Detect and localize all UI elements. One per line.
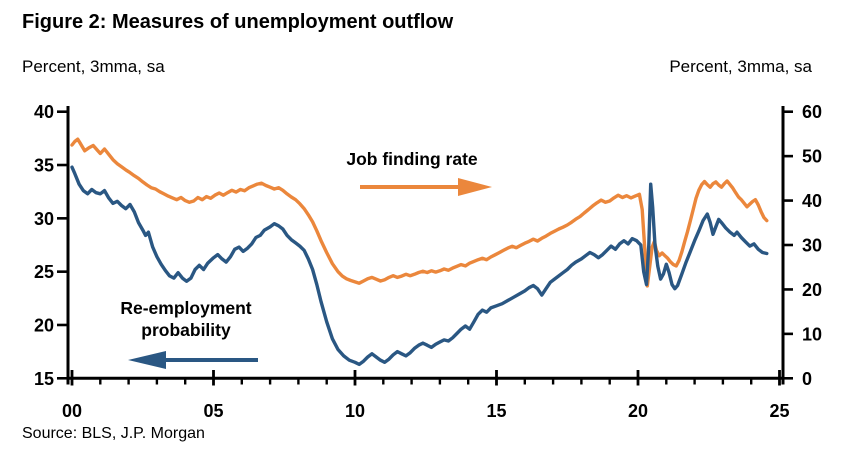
x-axis-tick-label: 00 [62,401,82,421]
right-axis-caption: Percent, 3mma, sa [669,57,812,76]
x-axis-tick-label: 10 [345,401,365,421]
job-finding-rate-label: Job finding rate [346,149,478,169]
axis-ticks [57,110,793,386]
right-axis-tick-label: 60 [802,102,822,122]
x-axis-tick-label: 25 [769,401,789,421]
re-employment-label-line1: Re-employment [120,298,252,318]
series-line-re-employment-probability [70,165,769,367]
left-axis-tick-label: 40 [34,102,54,122]
job-finding-rate-arrow-icon [360,178,492,196]
right-axis-tick-label: 40 [802,191,822,211]
x-axis-tick-label: 05 [203,401,223,421]
re-employment-probability-label: Re-employment probability [100,297,272,341]
left-axis-tick-label: 35 [34,156,54,176]
right-axis-tick-label: 10 [802,324,822,344]
left-axis-tick-label: 30 [34,209,54,229]
right-axis-tick-label: 30 [802,236,822,256]
right-axis-tick-label: 0 [802,369,812,389]
series-line-job-finding-rate [70,137,769,288]
re-employment-label-line2: probability [141,320,231,340]
source-note: Source: BLS, J.P. Morgan [22,425,205,442]
right-axis-tick-label: 20 [802,280,822,300]
re-employment-arrow-icon [128,351,258,369]
left-axis-tick-label: 20 [34,315,54,335]
right-axis-tick-label: 50 [802,147,822,167]
left-axis-tick-label: 25 [34,262,54,282]
x-axis-tick-label: 15 [486,401,506,421]
series-lines [70,137,769,367]
left-axis-tick-label: 15 [34,369,54,389]
left-axis-caption: Percent, 3mma, sa [22,57,165,76]
x-axis-tick-label: 20 [628,401,648,421]
figure-title: Figure 2: Measures of unemployment outfl… [22,11,454,33]
